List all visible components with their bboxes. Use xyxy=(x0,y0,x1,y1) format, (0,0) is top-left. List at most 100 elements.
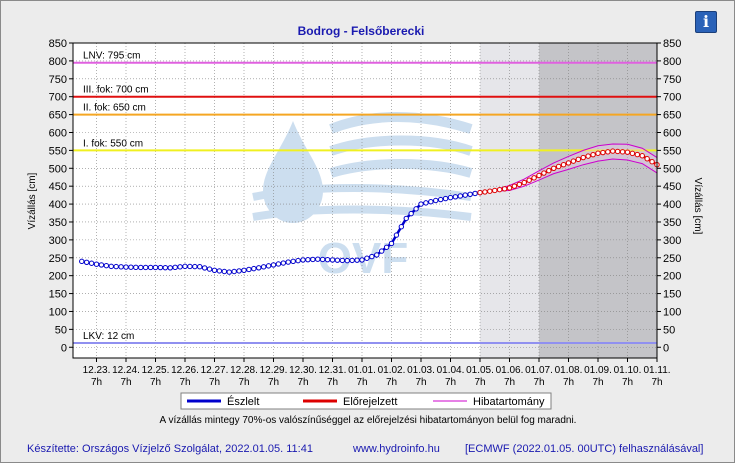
data-point xyxy=(324,256,331,263)
legend-label-eszlelt: Észlelt xyxy=(227,395,259,408)
data-point xyxy=(457,193,464,199)
y-tick-label: 450 xyxy=(663,181,681,193)
x-tick-hour: 7h xyxy=(622,377,633,388)
data-point xyxy=(329,257,336,263)
y-tick-label: 600 xyxy=(663,127,681,139)
data-point xyxy=(526,177,532,183)
data-point xyxy=(570,158,577,164)
y-tick-label: 250 xyxy=(663,253,681,265)
y-tick-label: 50 xyxy=(55,324,67,336)
x-tick-date: 01.04. xyxy=(437,365,465,376)
data-point xyxy=(649,159,655,165)
x-tick-hour: 7h xyxy=(533,377,544,388)
data-point xyxy=(551,165,557,171)
x-tick-date: 12.29. xyxy=(260,365,288,376)
data-point xyxy=(123,264,129,270)
y-tick-label: 800 xyxy=(49,56,67,68)
y-tick-label: 0 xyxy=(61,342,67,354)
probability-note: A vízállás mintegy 70%-os valószínűségge… xyxy=(160,415,577,426)
x-tick-hour: 7h xyxy=(120,377,131,388)
forecast-dark-region xyxy=(539,43,657,358)
y-tick-label: 300 xyxy=(49,235,67,247)
x-tick-date: 01.09. xyxy=(584,365,612,376)
x-tick-hour: 7h xyxy=(91,377,102,388)
y-tick-label: 350 xyxy=(49,217,67,229)
x-tick-hour: 7h xyxy=(356,377,367,388)
data-point xyxy=(492,187,498,194)
data-point xyxy=(506,185,513,191)
y-axis-label-left: Vízállás [cm] xyxy=(27,172,38,229)
data-point xyxy=(275,261,282,267)
y-tick-label: 100 xyxy=(663,306,681,318)
info-icon[interactable]: i xyxy=(695,11,717,33)
y-tick-label: 150 xyxy=(49,289,67,301)
y-tick-label: 200 xyxy=(663,271,681,283)
x-tick-date: 01.01. xyxy=(348,365,376,376)
data-point xyxy=(418,201,424,207)
data-point xyxy=(590,151,596,158)
data-point xyxy=(442,195,449,202)
data-point xyxy=(280,260,287,266)
data-point xyxy=(241,267,247,274)
y-tick-label: 750 xyxy=(49,74,67,86)
data-point xyxy=(147,264,154,271)
x-tick-date: 01.08. xyxy=(555,365,583,376)
y-tick-label: 150 xyxy=(663,289,681,301)
data-point xyxy=(221,268,228,275)
legend: Észlelt Előrejelzett Hibatartomány xyxy=(180,392,552,410)
data-point xyxy=(629,150,636,157)
threshold-label: I. fok: 550 cm xyxy=(83,138,143,149)
data-point xyxy=(300,257,306,263)
data-point xyxy=(403,215,409,222)
data-point xyxy=(521,179,527,186)
x-tick-hour: 7h xyxy=(297,377,308,388)
data-point xyxy=(452,194,459,200)
data-point xyxy=(516,181,523,188)
data-point xyxy=(437,196,444,203)
data-point xyxy=(108,263,114,270)
y-tick-label: 350 xyxy=(663,217,681,229)
x-tick-hour: 7h xyxy=(179,377,190,388)
footer-source: [ECMWF (2022.01.05. 00UTC) felhasználásá… xyxy=(465,443,703,455)
data-point xyxy=(600,149,606,156)
y-tick-label: 100 xyxy=(49,306,67,318)
data-point xyxy=(162,264,169,271)
data-point xyxy=(211,267,218,274)
data-point xyxy=(133,264,139,271)
x-tick-date: 01.03. xyxy=(407,365,435,376)
data-point xyxy=(251,265,257,272)
x-tick-date: 12.26. xyxy=(171,365,199,376)
x-tick-hour: 7h xyxy=(563,377,574,388)
x-tick-hour: 7h xyxy=(504,377,515,388)
data-point xyxy=(236,268,242,274)
data-point xyxy=(256,265,262,271)
data-point xyxy=(319,256,326,263)
data-point xyxy=(447,194,454,201)
x-tick-hour: 7h xyxy=(209,377,220,388)
data-point xyxy=(231,268,237,275)
y-tick-label: 850 xyxy=(663,38,681,50)
data-point xyxy=(206,266,213,272)
footer-website: www.hydroinfo.hu xyxy=(352,443,440,455)
data-point xyxy=(472,190,478,197)
x-tick-date: 01.02. xyxy=(378,365,406,376)
y-tick-label: 800 xyxy=(663,56,681,68)
data-point xyxy=(462,192,468,198)
y-tick-label: 400 xyxy=(663,199,681,211)
data-point xyxy=(477,189,483,196)
data-point xyxy=(216,268,223,274)
data-point xyxy=(614,148,621,155)
y-tick-label: 600 xyxy=(49,127,67,139)
legend-box xyxy=(180,392,552,410)
data-point xyxy=(496,186,503,193)
data-point xyxy=(79,258,85,265)
x-tick-hour: 7h xyxy=(445,377,456,388)
data-point xyxy=(310,256,316,263)
data-point xyxy=(555,163,562,170)
data-point xyxy=(270,262,277,268)
x-tick-date: 12.31. xyxy=(319,365,347,376)
x-tick-hour: 7h xyxy=(386,377,397,388)
threshold-label: LNV: 795 cm xyxy=(83,51,140,62)
y-tick-label: 300 xyxy=(663,235,681,247)
y-tick-label: 0 xyxy=(663,342,669,354)
